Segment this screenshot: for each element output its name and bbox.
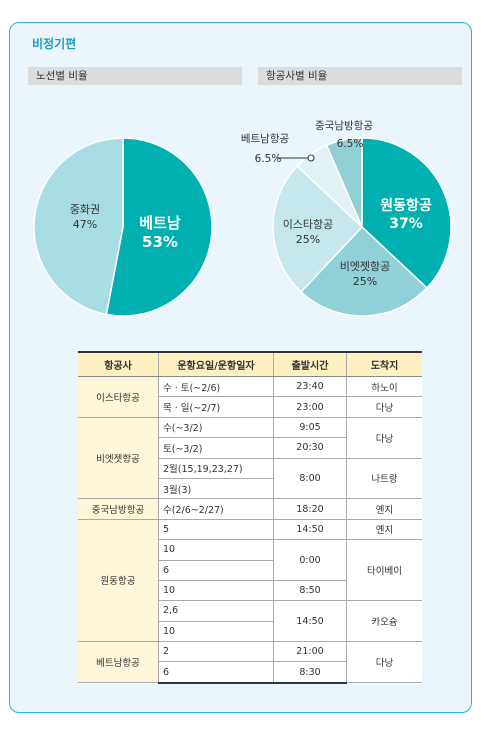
schedule-cell: 3월(3) — [158, 478, 274, 500]
panel-title: 비정기편 — [32, 37, 77, 51]
time-cell: 8:50 — [273, 580, 347, 602]
table-row: 베트남항공 2 21:00 다낭 — [78, 641, 422, 684]
pie-label-1: 중화권 — [70, 203, 100, 216]
pie-slice-1 — [33, 137, 124, 316]
schedule-cell: 목 · 일(~2/7) — [158, 396, 274, 418]
pie-label-0: 원동항공 — [380, 197, 432, 214]
table-row: 3월(3) — [78, 478, 422, 500]
airline-cell: 원동항공 — [78, 519, 159, 643]
header-destination: 도착지 — [346, 351, 422, 377]
destination-cell: 옌지 — [346, 498, 422, 520]
table-row: 6 8:30 — [78, 661, 422, 684]
pie-slice-4 — [325, 137, 363, 228]
pie-label-1: 비엣젯항공 — [340, 260, 391, 273]
schedule-cell: 2월(15,19,23,27) — [158, 458, 274, 479]
airline-cell: 베트남항공 — [78, 641, 159, 684]
schedule-cell: 6 — [158, 560, 274, 581]
destination-cell: 다낭 — [346, 396, 422, 418]
schedule-cell: 10 — [158, 539, 274, 561]
schedule-cell: 수(2/6~2/27) — [158, 498, 274, 520]
schedule-cell: 2,6 — [158, 600, 274, 622]
table-row: 토(~3/2) 20:30 — [78, 437, 422, 459]
pie-label-2: 이스타항공 — [283, 218, 334, 231]
schedule-cell: 6 — [158, 661, 274, 684]
pie-slice-0 — [361, 137, 452, 289]
table-row: 이스타항공 수 · 토(~2/6) 23:40 하노이 — [78, 376, 422, 418]
destination-cell: 타이베이 — [346, 539, 422, 602]
pie-value-0: 37% — [389, 216, 423, 232]
pie-value-4: 6.5% — [337, 138, 364, 150]
schedule-cell: 수 · 토(~2/6) — [158, 376, 274, 398]
header-departure: 출발시간 — [273, 351, 347, 377]
destination-cell: 다낭 — [346, 417, 422, 459]
time-cell: 14:50 — [273, 600, 347, 643]
airline-cell: 중국남방항공 — [78, 498, 159, 520]
time-cell: 8:30 — [273, 661, 347, 684]
table-row: 중국남방항공 수(2/6~2/27) 18:20 옌지 — [78, 498, 422, 520]
schedule-cell: 2 — [158, 641, 274, 663]
pie-value-1: 25% — [353, 275, 377, 288]
charter-flights-panel: 비정기편 노선별 비율 항공사별 비율 베트남 53% 중화권 47% 원동항공 37%… — [9, 22, 472, 713]
pie-value-1: 47% — [73, 218, 97, 231]
pie-value-0: 53% — [142, 233, 178, 251]
pie-value-2: 25% — [296, 233, 320, 246]
time-cell: 23:00 — [273, 396, 347, 418]
pie-slice-2 — [272, 165, 364, 293]
schedule-cell: 5 — [158, 519, 274, 541]
schedule-cell: 토(~3/2) — [158, 437, 274, 459]
time-cell: 8:00 — [273, 458, 347, 500]
route-ratio-header: 노선별 비율 — [28, 67, 242, 85]
time-cell: 18:20 — [273, 498, 347, 520]
time-cell: 20:30 — [273, 437, 347, 459]
table-row: 목 · 일(~2/7) 23:00 다낭 — [78, 396, 422, 418]
pie-value-3: 6.5% — [255, 153, 282, 165]
pie-label-0: 베트남 — [139, 214, 181, 232]
destination-cell: 다낭 — [346, 641, 422, 684]
time-cell: 9:05 — [273, 417, 347, 439]
time-cell: 0:00 — [273, 539, 347, 581]
schedule-cell: 10 — [158, 580, 274, 602]
table-header-row: 항공사 운항요일/운항일자 출발시간 도착지 — [78, 351, 422, 377]
table-row: 원동항공 5 14:50 옌지 — [78, 519, 422, 643]
header-schedule: 운항요일/운항일자 — [158, 351, 274, 377]
destination-cell: 나트랑 — [346, 458, 422, 500]
airline-ratio-header: 항공사별 비율 — [258, 67, 462, 85]
time-cell: 21:00 — [273, 641, 347, 663]
airline-cell: 이스타항공 — [78, 376, 159, 418]
airline-cell: 비엣젯항공 — [78, 417, 159, 500]
table-row: 2월(15,19,23,27) 8:00 나트랑 — [78, 458, 422, 500]
table-row: 10 0:00 타이베이 — [78, 539, 422, 602]
destination-cell: 하노이 — [346, 376, 422, 398]
table-row: 10 8:50 — [78, 580, 422, 602]
schedule-table: 항공사 운항요일/운항일자 출발시간 도착지 이스타항공 수 · 토(~2/6)… — [78, 351, 422, 684]
time-cell: 14:50 — [273, 519, 347, 541]
pie-slice-0 — [105, 137, 213, 317]
pie-label-3: 베트남항공 — [241, 133, 290, 145]
table-row: 2,6 14:50 카오슝 — [78, 600, 422, 643]
destination-cell: 옌지 — [346, 519, 422, 541]
pie-label-4: 중국남방항공 — [315, 120, 373, 132]
schedule-cell: 10 — [158, 621, 274, 643]
destination-cell: 카오슝 — [346, 600, 422, 643]
time-cell: 23:40 — [273, 376, 347, 398]
pie-slice-1 — [300, 225, 428, 317]
table-row: 비엣젯항공 수(~3/2) 9:05 다낭 — [78, 417, 422, 500]
table-row: 6 — [78, 560, 422, 581]
header-airline: 항공사 — [78, 351, 159, 377]
schedule-cell: 수(~3/2) — [158, 417, 274, 439]
table-row: 10 — [78, 621, 422, 643]
